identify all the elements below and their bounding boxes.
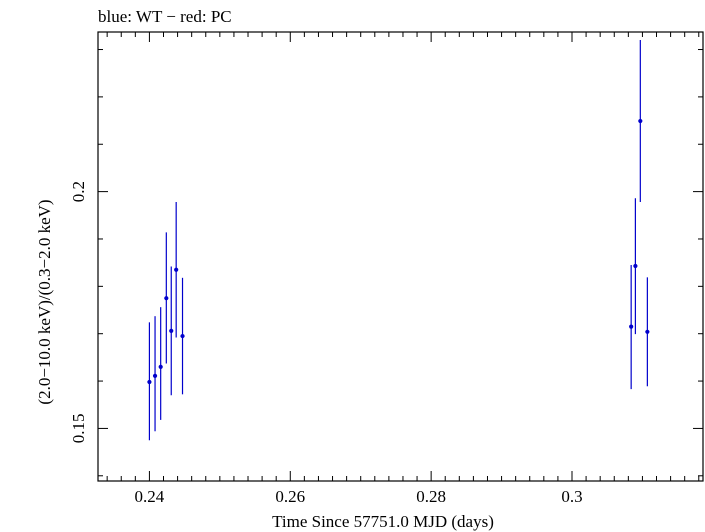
y-axis-label: (2.0−10.0 keV)/(0.3−2.0 keV) (35, 199, 54, 404)
y-tick-label: 0.2 (69, 181, 88, 202)
data-point (629, 324, 634, 329)
data-point (152, 373, 158, 378)
x-tick-label: 0.28 (416, 487, 446, 506)
y-axis: 0.15 0.2 (69, 49, 703, 477)
x-axis-label: Time Since 57751.0 MJD (days) (272, 512, 494, 531)
data-point (169, 328, 174, 333)
chart-title: blue: WT − red: PC (98, 7, 232, 26)
data-point (645, 329, 650, 334)
x-tick-label: 0.24 (135, 487, 165, 506)
data-layer (147, 40, 650, 441)
data-point (180, 333, 185, 339)
x-axis: 0.24 0.26 0.28 0.3 (106, 32, 700, 506)
data-point (633, 263, 638, 269)
y-tick-label: 0.15 (69, 414, 88, 444)
x-tick-label: 0.3 (561, 487, 582, 506)
plot-frame (97, 31, 704, 482)
data-point (147, 379, 152, 385)
data-point (164, 296, 169, 301)
x-tick-label: 0.26 (275, 487, 305, 506)
data-point (638, 118, 643, 124)
data-point (174, 267, 179, 272)
data-point (158, 364, 163, 369)
